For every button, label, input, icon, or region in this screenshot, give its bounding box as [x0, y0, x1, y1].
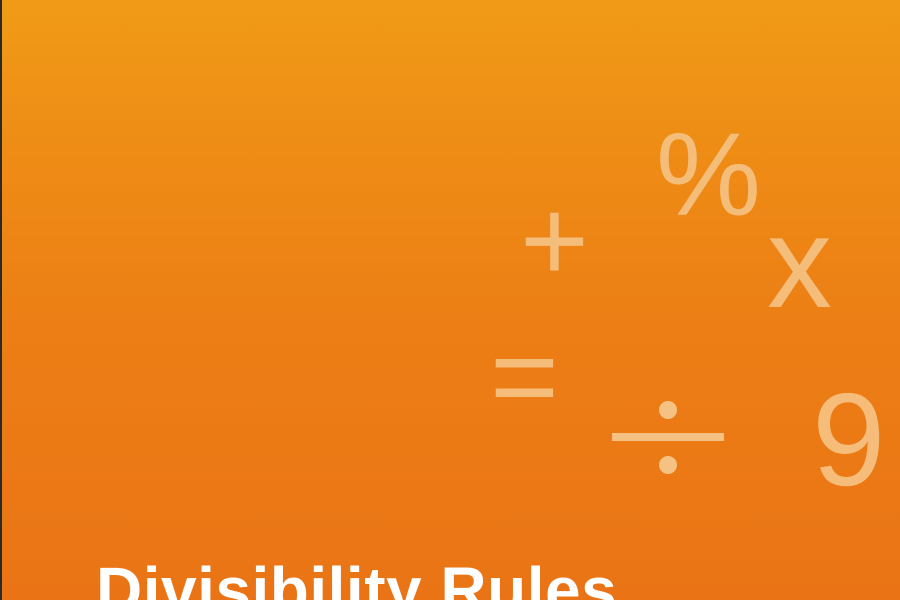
equals-symbol: = — [490, 311, 559, 443]
cover-title: Divisibility Rules — [96, 554, 618, 600]
times-symbol: x — [767, 189, 832, 335]
divide-icon — [612, 401, 724, 474]
nine-digit: 9 — [812, 366, 886, 513]
plus-symbol: + — [520, 175, 589, 307]
percent-symbol: % — [656, 109, 761, 241]
